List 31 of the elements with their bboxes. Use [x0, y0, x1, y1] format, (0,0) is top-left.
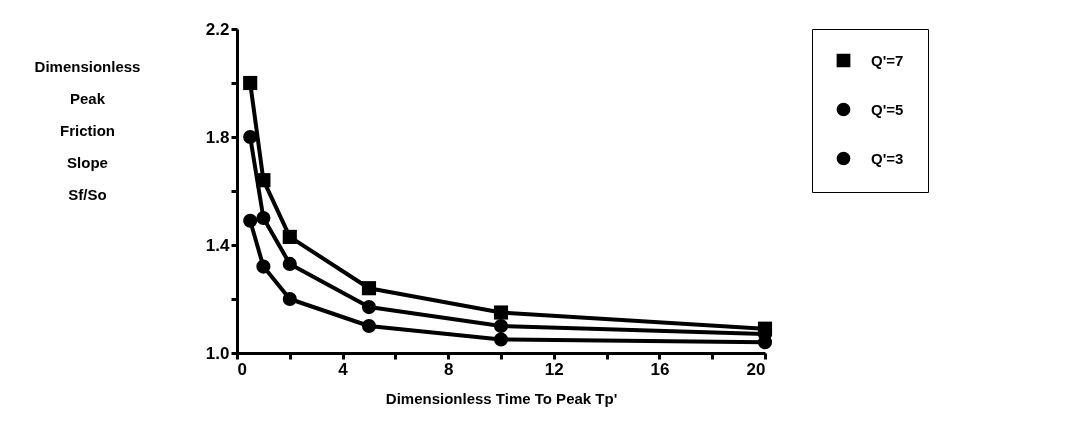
legend-label: Q'=5 — [871, 100, 904, 118]
point — [361, 300, 377, 315]
point — [493, 305, 509, 320]
y-tick-label: 1.4 — [205, 235, 231, 255]
point — [493, 318, 509, 334]
point — [361, 318, 377, 334]
x-tick-label: 8 — [443, 359, 454, 379]
x-tick-label: 4 — [338, 359, 349, 379]
point — [282, 229, 297, 244]
point — [256, 210, 271, 226]
x-tick-label: 20 — [746, 359, 766, 379]
point — [256, 173, 271, 188]
point — [493, 332, 509, 347]
point — [243, 129, 258, 145]
point — [256, 259, 271, 274]
x-tick-label: 12 — [544, 359, 564, 379]
point — [757, 321, 773, 336]
point — [243, 75, 258, 91]
y-tick-label: 1.8 — [205, 127, 230, 147]
x-tick-label: 16 — [650, 359, 670, 379]
legend-label: Q'=7 — [871, 51, 904, 69]
point — [361, 281, 377, 296]
point — [243, 213, 258, 228]
point — [282, 291, 297, 307]
point — [282, 256, 297, 271]
x-axis-title: Dimensionless Time To Peak Tp' — [385, 389, 618, 407]
y-axis-title: Dimensionless Peak Friction Slope Sf/So — [34, 57, 141, 203]
y-tick-label: 1.0 — [205, 343, 230, 363]
y-tick-label: 2.2 — [205, 19, 230, 39]
legend-label: Q'=3 — [871, 149, 904, 167]
x-tick-label: 0 — [237, 359, 247, 379]
